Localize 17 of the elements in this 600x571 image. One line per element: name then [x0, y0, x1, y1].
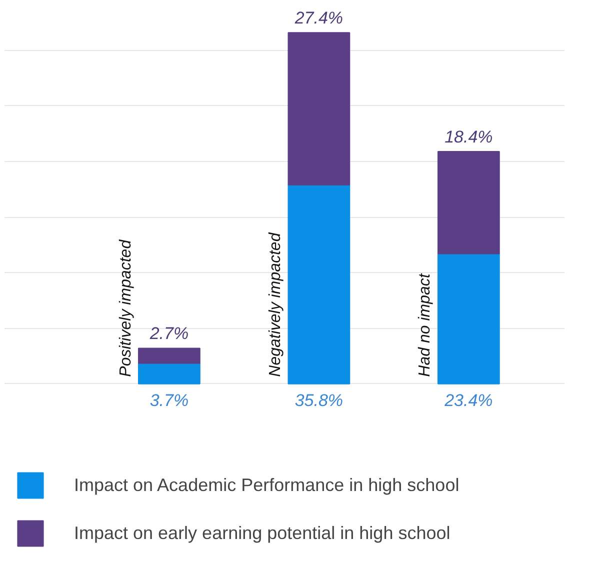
bar: [288, 184, 350, 384]
legend-label: Impact on early earning potential in high school: [74, 522, 450, 544]
data-label: 35.8%: [294, 390, 344, 410]
x-tick-label: Negatively impacted: [267, 232, 284, 377]
bar: [138, 362, 200, 384]
data-label: 3.7%: [150, 390, 189, 410]
bar: [437, 253, 500, 384]
data-label: 2.7%: [148, 324, 189, 344]
data-label: 23.4%: [444, 390, 493, 410]
x-tick-label: Positively impacted: [117, 238, 134, 377]
bar: [288, 32, 350, 186]
bar: [138, 348, 200, 364]
x-tick-label: Had no impact: [416, 273, 434, 377]
legend-label: Impact on Academic Performance in high school: [74, 474, 460, 496]
data-label: 18.4%: [444, 127, 493, 146]
bar: [437, 151, 500, 254]
data-label: 27.4%: [294, 8, 344, 28]
